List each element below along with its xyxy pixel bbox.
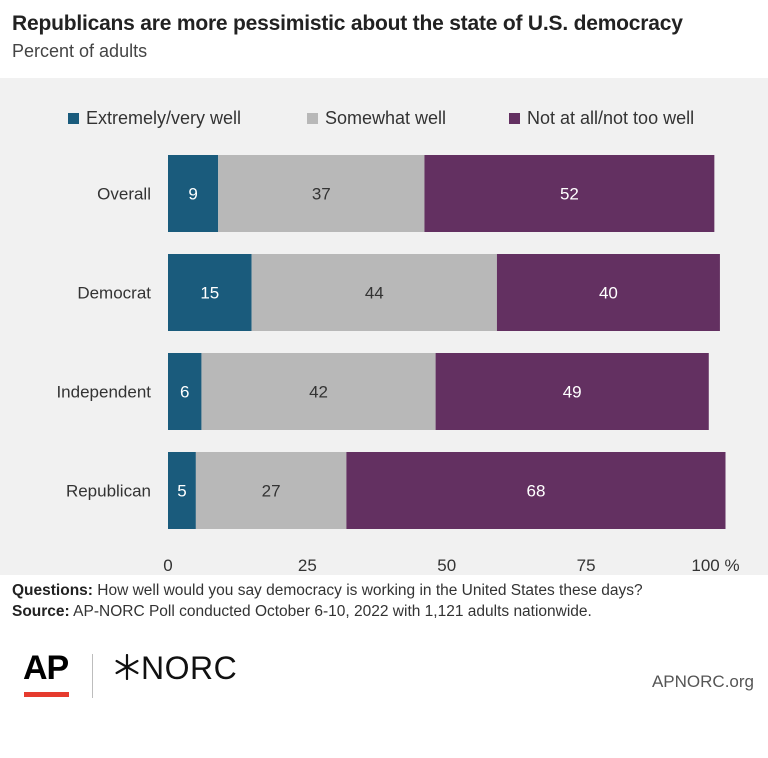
- legend-swatch-somewhat: [307, 113, 318, 124]
- data-label-overall-somewhat: 37: [312, 185, 331, 204]
- legend-item-extremely: Extremely/very well: [68, 108, 241, 129]
- x-tick-label-100: 100 %: [691, 556, 739, 575]
- legend-item-notatall: Not at all/not too well: [509, 108, 694, 129]
- bar-independent-somewhat: [201, 353, 436, 430]
- data-label-democrat-notatall: 40: [599, 284, 618, 303]
- category-label-democrat: Democrat: [77, 284, 151, 303]
- ap-logo: AP: [23, 649, 69, 687]
- questions-text: How well would you say democracy is work…: [97, 582, 643, 599]
- site-link[interactable]: APNORC.org: [651, 672, 754, 691]
- stacked-bar-chart: Overall 9 37 52 Democrat 15 44 40 Independent 6 42…: [56, 155, 740, 575]
- data-label-independent-notatall: 49: [563, 383, 582, 402]
- x-tick-label-25: 25: [298, 556, 317, 575]
- data-label-republican-notatall: 68: [526, 482, 545, 501]
- bar-overall-extremely: [168, 155, 219, 232]
- category-label-overall: Overall: [97, 185, 151, 204]
- data-label-independent-extremely: 6: [180, 383, 189, 402]
- x-tick-label-0: 0: [163, 556, 172, 575]
- bar-independent-notatall: [435, 353, 709, 430]
- chart-notes: Questions: How well would you say democr…: [12, 580, 643, 622]
- bar-democrat-extremely: [168, 254, 252, 331]
- source-text: AP-NORC Poll conducted October 6-10, 202…: [73, 603, 592, 620]
- questions-note: Questions: How well would you say democr…: [12, 580, 643, 601]
- bar-independent-extremely: [168, 353, 202, 430]
- bar-republican-notatall: [346, 452, 726, 529]
- logo-divider: [92, 654, 93, 698]
- norc-logo: NORC: [141, 650, 238, 686]
- category-label-republican: Republican: [66, 482, 151, 501]
- legend-item-somewhat: Somewhat well: [307, 108, 446, 129]
- legend-swatch-extremely: [68, 113, 79, 124]
- data-label-overall-notatall: 52: [560, 185, 579, 204]
- x-tick-label-75: 75: [577, 556, 596, 575]
- chart-subtitle: Percent of adults: [12, 41, 148, 61]
- bar-republican-extremely: [168, 452, 196, 529]
- questions-label: Questions:: [12, 582, 93, 599]
- source-note: Source: AP-NORC Poll conducted October 6…: [12, 601, 643, 622]
- bar-overall-somewhat: [218, 155, 425, 232]
- bar-republican-somewhat: [195, 452, 347, 529]
- data-label-republican-extremely: 5: [177, 482, 186, 501]
- bar-democrat-notatall: [496, 254, 720, 331]
- ap-logo-underline: [24, 692, 69, 697]
- chart-panel: Extremely/very well Somewhat well Not at…: [0, 78, 768, 575]
- legend-label-notatall: Not at all/not too well: [527, 108, 695, 128]
- bar-democrat-somewhat: [251, 254, 497, 331]
- legend-swatch-notatall: [509, 113, 520, 124]
- data-label-republican-somewhat: 27: [262, 482, 281, 501]
- data-label-democrat-somewhat: 44: [365, 284, 384, 303]
- legend-label-somewhat: Somewhat well: [325, 108, 447, 128]
- legend-label-extremely: Extremely/very well: [86, 108, 242, 128]
- data-label-independent-somewhat: 42: [309, 383, 328, 402]
- norc-star-icon: [115, 654, 139, 680]
- source-label: Source:: [12, 603, 70, 620]
- category-label-independent: Independent: [56, 383, 151, 402]
- bar-overall-notatall: [424, 155, 715, 232]
- legend: Extremely/very well Somewhat well Not at…: [0, 108, 768, 132]
- data-label-overall-extremely: 9: [188, 185, 197, 204]
- chart-title: Republicans are more pessimistic about t…: [12, 12, 683, 35]
- data-label-democrat-extremely: 15: [200, 284, 219, 303]
- x-tick-label-50: 50: [437, 556, 456, 575]
